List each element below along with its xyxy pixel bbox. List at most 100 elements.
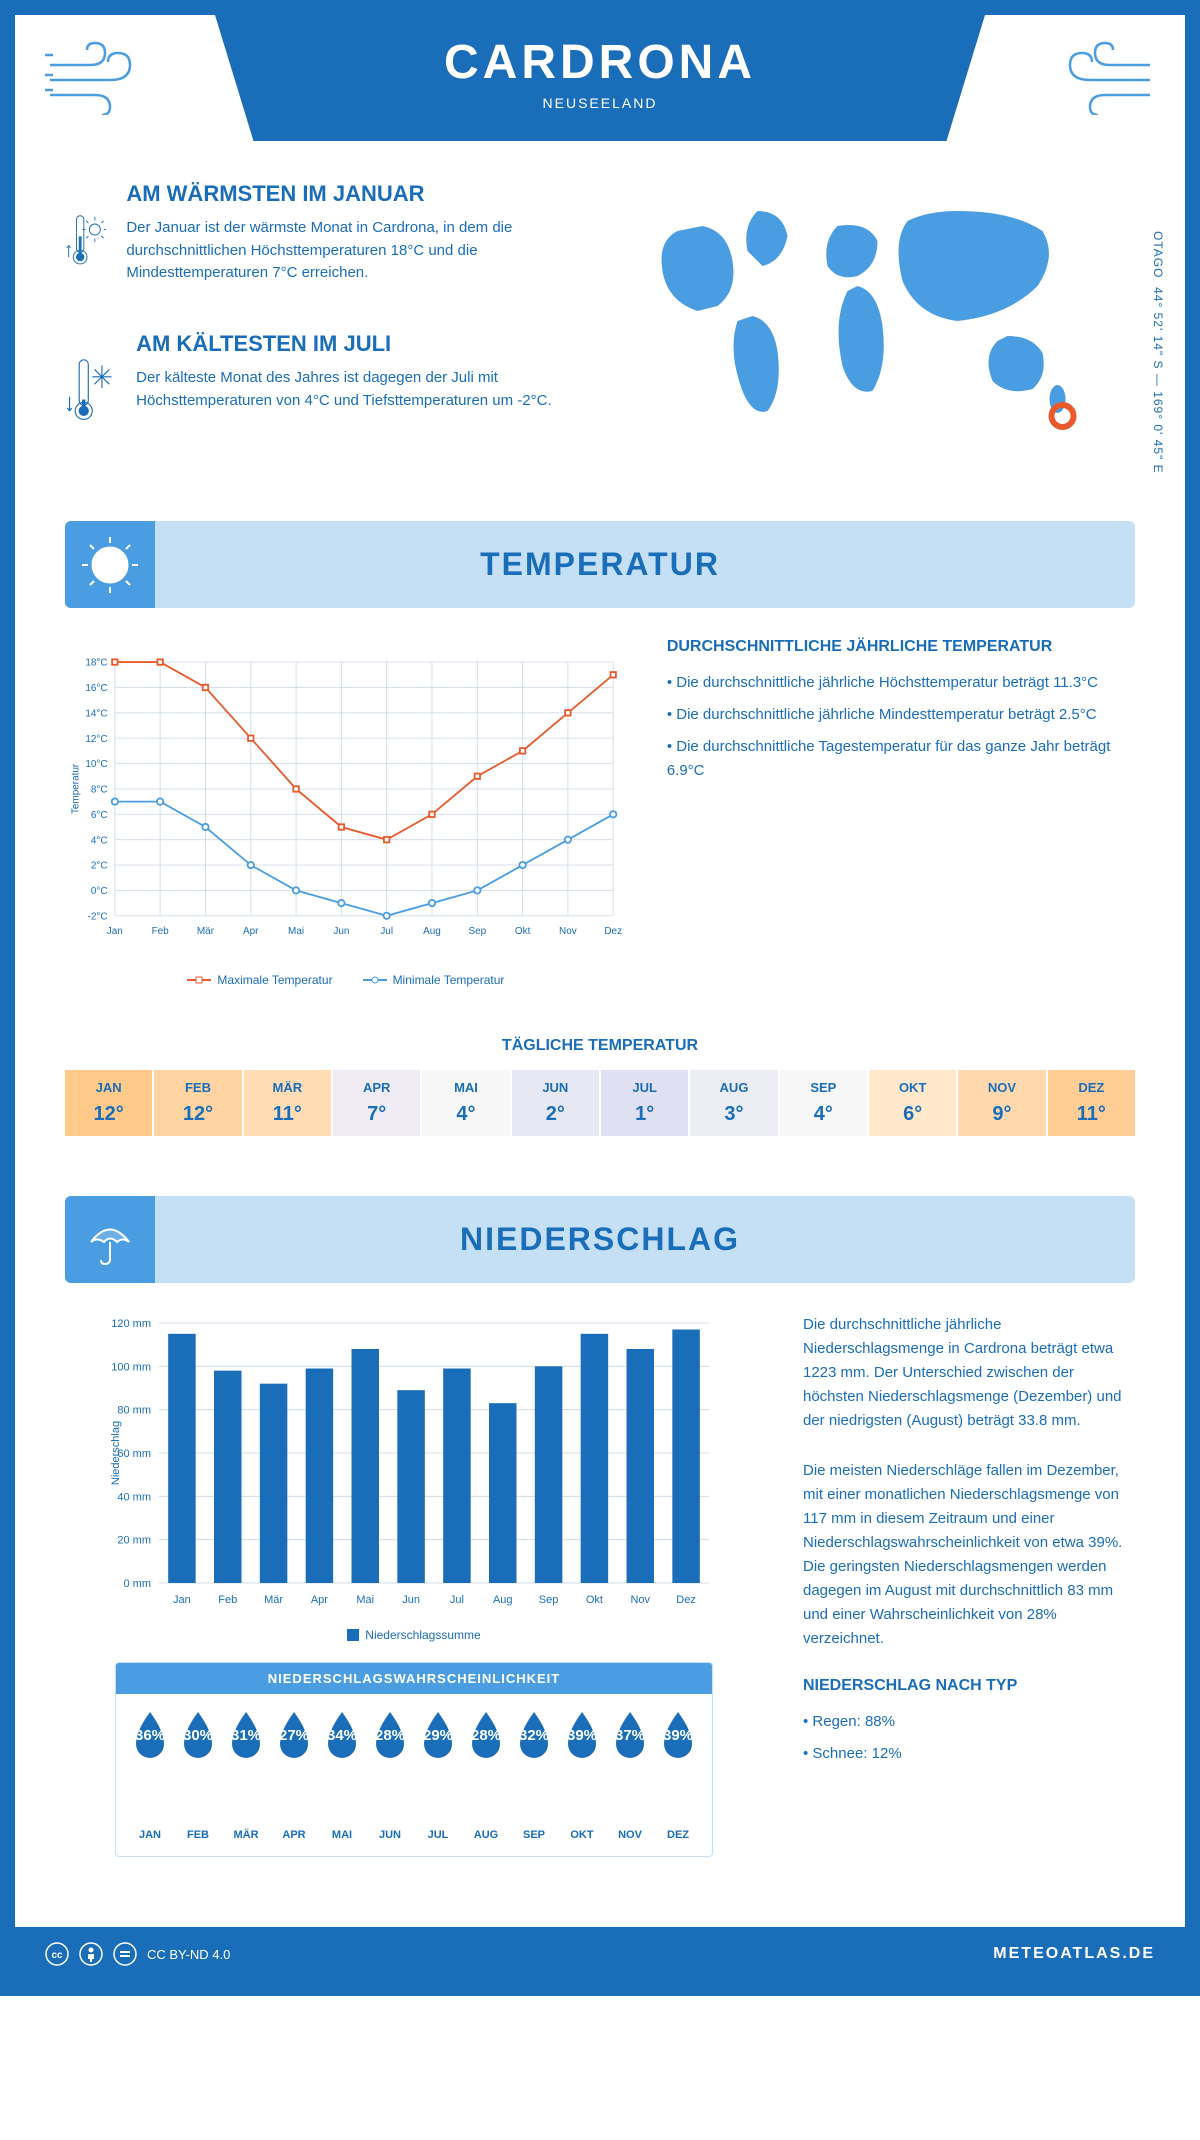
header: CARDRONA NEUSEELAND — [215, 15, 985, 141]
svg-text:Apr: Apr — [311, 1594, 328, 1606]
svg-text:Jul: Jul — [380, 926, 393, 937]
svg-text:Jan: Jan — [173, 1594, 191, 1606]
coldest-block: AM KÄLTESTEN IM JULI Der kälteste Monat … — [65, 331, 580, 451]
svg-text:Jan: Jan — [107, 926, 123, 937]
svg-text:18°C: 18°C — [85, 658, 107, 669]
svg-text:Aug: Aug — [423, 926, 441, 937]
svg-text:Feb: Feb — [218, 1594, 237, 1606]
prob-cell: 36%JAN — [126, 1709, 174, 1841]
temp-cell: APR7° — [333, 1070, 420, 1136]
temp-legend: Maximale Temperatur Minimale Temperatur — [65, 973, 627, 987]
page-title: CARDRONA — [215, 35, 985, 90]
prob-cell: 28%AUG — [462, 1709, 510, 1841]
svg-text:4°C: 4°C — [91, 835, 108, 846]
temp-cell: MÄR11° — [244, 1070, 331, 1136]
cc-icon: cc — [45, 1942, 69, 1966]
svg-text:Feb: Feb — [152, 926, 170, 937]
warmest-title: AM WÄRMSTEN IM JANUAR — [126, 181, 580, 207]
svg-text:Aug: Aug — [493, 1594, 513, 1606]
svg-text:Okt: Okt — [515, 926, 531, 937]
svg-text:Niederschlag: Niederschlag — [110, 1421, 122, 1485]
svg-text:Dez: Dez — [604, 926, 622, 937]
temp-cell: SEP4° — [780, 1070, 867, 1136]
temp-cell: JAN12° — [65, 1070, 152, 1136]
svg-text:80 mm: 80 mm — [117, 1405, 151, 1417]
coldest-title: AM KÄLTESTEN IM JULI — [136, 331, 580, 357]
temperature-line-chart: -2°C0°C2°C4°C6°C8°C10°C12°C14°C16°C18°CJ… — [65, 638, 627, 958]
prob-section: NIEDERSCHLAGSWAHRSCHEINLICHKEIT 36%JAN30… — [115, 1662, 713, 1857]
svg-text:120 mm: 120 mm — [111, 1318, 151, 1330]
prob-cell: 34%MAI — [318, 1709, 366, 1841]
svg-text:Nov: Nov — [630, 1594, 650, 1606]
temp-bullet: • Die durchschnittliche Tagestemperatur … — [667, 735, 1135, 783]
svg-text:100 mm: 100 mm — [111, 1361, 151, 1373]
temp-info-title: DURCHSCHNITTLICHE JÄHRLICHE TEMPERATUR — [667, 638, 1135, 656]
by-icon — [79, 1942, 103, 1966]
precip-legend: Niederschlagssumme — [65, 1628, 763, 1642]
temp-cell: AUG3° — [690, 1070, 777, 1136]
svg-text:20 mm: 20 mm — [117, 1535, 151, 1547]
prob-cell: 30%FEB — [174, 1709, 222, 1841]
temp-cell: JUL1° — [601, 1070, 688, 1136]
prob-cell: 39%OKT — [558, 1709, 606, 1841]
temp-cell: FEB12° — [154, 1070, 241, 1136]
svg-text:Sep: Sep — [468, 926, 486, 937]
license-text: CC BY-ND 4.0 — [147, 1947, 230, 1962]
daily-temp-title: TÄGLICHE TEMPERATUR — [65, 1037, 1135, 1055]
daily-temp-table: JAN12°FEB12°MÄR11°APR7°MAI4°JUN2°JUL1°AU… — [65, 1070, 1135, 1136]
coldest-text: Der kälteste Monat des Jahres ist dagege… — [136, 367, 580, 412]
temp-bullet: • Die durchschnittliche jährliche Mindes… — [667, 703, 1135, 727]
svg-text:12°C: 12°C — [85, 734, 107, 745]
svg-text:8°C: 8°C — [91, 785, 108, 796]
precip-section-bar: NIEDERSCHLAG — [65, 1196, 1135, 1283]
thermometer-hot-icon — [65, 181, 106, 301]
svg-text:cc: cc — [51, 1950, 63, 1961]
warmest-block: AM WÄRMSTEN IM JANUAR Der Januar ist der… — [65, 181, 580, 301]
svg-text:Mai: Mai — [356, 1594, 374, 1606]
warmest-text: Der Januar ist der wärmste Monat in Card… — [126, 217, 580, 285]
prob-cell: 28%JUN — [366, 1709, 414, 1841]
prob-cell: 32%SEP — [510, 1709, 558, 1841]
thermometer-cold-icon — [65, 331, 116, 451]
svg-text:Mär: Mär — [197, 926, 215, 937]
svg-text:Nov: Nov — [559, 926, 577, 937]
svg-text:Mai: Mai — [288, 926, 304, 937]
svg-text:Mär: Mär — [264, 1594, 283, 1606]
nd-icon — [113, 1942, 137, 1966]
svg-text:Dez: Dez — [676, 1594, 696, 1606]
sun-icon — [80, 535, 140, 595]
svg-text:60 mm: 60 mm — [117, 1448, 151, 1460]
precip-type-title: NIEDERSCHLAG NACH TYP — [803, 1677, 1135, 1695]
svg-text:Sep: Sep — [539, 1594, 559, 1606]
prob-cell: 27%APR — [270, 1709, 318, 1841]
site-name: METEOATLAS.DE — [993, 1945, 1155, 1963]
temp-cell: MAI4° — [422, 1070, 509, 1136]
wind-icon — [45, 35, 155, 115]
svg-text:6°C: 6°C — [91, 810, 108, 821]
footer: cc CC BY-ND 4.0 METEOATLAS.DE — [15, 1927, 1185, 1981]
svg-text:Jun: Jun — [333, 926, 349, 937]
svg-text:Jul: Jul — [450, 1594, 464, 1606]
precip-type: • Schnee: 12% — [803, 1742, 1135, 1766]
prob-cell: 37%NOV — [606, 1709, 654, 1841]
svg-text:0 mm: 0 mm — [124, 1578, 152, 1590]
precip-bar-chart: 0 mm 20 mm 40 mm 60 mm 80 mm 100 mm 120 mm Jan F… — [65, 1313, 763, 1613]
precip-p2: Die meisten Niederschläge fallen im Deze… — [803, 1459, 1135, 1651]
temp-cell: OKT6° — [869, 1070, 956, 1136]
temp-cell: NOV9° — [958, 1070, 1045, 1136]
svg-text:-2°C: -2°C — [88, 911, 108, 922]
prob-cell: 29%JUL — [414, 1709, 462, 1841]
svg-text:Apr: Apr — [243, 926, 259, 937]
subtitle: NEUSEELAND — [215, 95, 985, 111]
temp-cell: DEZ11° — [1048, 1070, 1135, 1136]
temp-cell: JUN2° — [512, 1070, 599, 1136]
coordinates: OTAGO 44° 52' 14" S — 169° 0' 45" E — [1151, 231, 1165, 474]
prob-cell: 31%MÄR — [222, 1709, 270, 1841]
temp-bullet: • Die durchschnittliche jährliche Höchst… — [667, 671, 1135, 695]
prob-cell: 39%DEZ — [654, 1709, 702, 1841]
svg-text:2°C: 2°C — [91, 861, 108, 872]
wind-icon — [1045, 35, 1155, 115]
svg-text:Jun: Jun — [402, 1594, 420, 1606]
temp-section-bar: TEMPERATUR — [65, 521, 1135, 608]
svg-text:40 mm: 40 mm — [117, 1491, 151, 1503]
